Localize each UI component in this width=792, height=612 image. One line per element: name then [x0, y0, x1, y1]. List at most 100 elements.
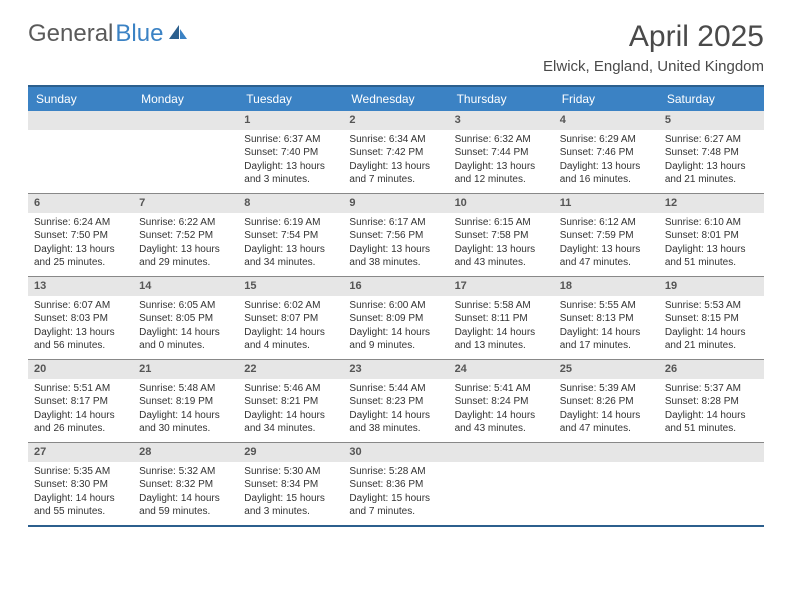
calendar-cell: 4Sunrise: 6:29 AMSunset: 7:46 PMDaylight… — [554, 111, 659, 193]
cell-line: Daylight: 14 hours — [349, 326, 442, 340]
calendar-cell: 27Sunrise: 5:35 AMSunset: 8:30 PMDayligh… — [28, 443, 133, 525]
cell-line: Sunrise: 5:51 AM — [34, 382, 127, 396]
cell-line: Sunset: 8:32 PM — [139, 478, 232, 492]
calendar-cell: 8 Sunrise: 6:19 AMSunset: 7:54 PMDaylight… — [238, 194, 343, 276]
cell-line: Sunrise: 6:29 AM — [560, 133, 653, 147]
calendar-cell: 16Sunrise: 6:00 AMSunset: 8:09 PMDayligh… — [343, 277, 448, 359]
calendar-week: 1Sunrise: 6:37 AMSunset: 7:40 PMDaylight… — [28, 111, 764, 194]
cell-line: Sunset: 8:09 PM — [349, 312, 442, 326]
cell-line: Sunrise: 5:58 AM — [455, 299, 548, 313]
cell-line: Sunset: 8:17 PM — [34, 395, 127, 409]
day-header: Friday — [554, 87, 659, 111]
day-number: 19 — [659, 277, 764, 296]
cell-line: Sunset: 7:50 PM — [34, 229, 127, 243]
cell-line: Daylight: 14 hours — [34, 409, 127, 423]
cell-line: and 34 minutes. — [244, 422, 337, 436]
title-block: April 2025 Elwick, England, United Kingd… — [543, 20, 764, 75]
cell-line: and 38 minutes. — [349, 422, 442, 436]
day-number: 12 — [659, 194, 764, 213]
cell-line: Sunset: 8:28 PM — [665, 395, 758, 409]
cell-line: and 26 minutes. — [34, 422, 127, 436]
cell-line: Sunset: 8:23 PM — [349, 395, 442, 409]
day-number: 21 — [133, 360, 238, 379]
calendar-cell: 5Sunrise: 6:27 AMSunset: 7:48 PMDaylight… — [659, 111, 764, 193]
cell-line: Daylight: 14 hours — [455, 326, 548, 340]
cell-line: and 0 minutes. — [139, 339, 232, 353]
month-title: April 2025 — [543, 20, 764, 54]
calendar-cell: 21Sunrise: 5:48 AMSunset: 8:19 PMDayligh… — [133, 360, 238, 442]
cell-line: and 47 minutes. — [560, 256, 653, 270]
day-number: 23 — [343, 360, 448, 379]
logo-text-2: Blue — [115, 20, 163, 48]
cell-line: Daylight: 13 hours — [665, 160, 758, 174]
day-number: 13 — [28, 277, 133, 296]
cell-line: and 43 minutes. — [455, 256, 548, 270]
cell-line: Sunset: 7:42 PM — [349, 146, 442, 160]
cell-line: Daylight: 14 hours — [139, 326, 232, 340]
calendar-cell: 25Sunrise: 5:39 AMSunset: 8:26 PMDayligh… — [554, 360, 659, 442]
cell-line: and 47 minutes. — [560, 422, 653, 436]
cell-line: and 59 minutes. — [139, 505, 232, 519]
cell-line: Sunset: 7:44 PM — [455, 146, 548, 160]
day-number — [28, 111, 133, 130]
day-number — [659, 443, 764, 462]
cell-line: Sunset: 7:54 PM — [244, 229, 337, 243]
cell-line: Daylight: 13 hours — [349, 160, 442, 174]
day-number: 8 — [238, 194, 343, 213]
cell-line: Sunrise: 5:37 AM — [665, 382, 758, 396]
cell-line: Daylight: 13 hours — [455, 243, 548, 257]
logo: General Blue — [28, 20, 189, 48]
cell-line: and 9 minutes. — [349, 339, 442, 353]
cell-line: Sunrise: 5:30 AM — [244, 465, 337, 479]
day-number: 9 — [343, 194, 448, 213]
cell-line: and 21 minutes. — [665, 339, 758, 353]
calendar-cell: 2Sunrise: 6:34 AMSunset: 7:42 PMDaylight… — [343, 111, 448, 193]
cell-line: Daylight: 14 hours — [665, 409, 758, 423]
cell-line: Sunrise: 6:05 AM — [139, 299, 232, 313]
day-number: 6 — [28, 194, 133, 213]
cell-line: Sunset: 7:48 PM — [665, 146, 758, 160]
day-number: 7 — [133, 194, 238, 213]
calendar-cell: 26 Sunrise: 5:37 AMSunset: 8:28 PMDayligh… — [659, 360, 764, 442]
cell-line: Sunrise: 6:00 AM — [349, 299, 442, 313]
day-number: 5 — [659, 111, 764, 130]
day-number: 14 — [133, 277, 238, 296]
calendar-cell — [28, 111, 133, 193]
cell-line: Daylight: 13 hours — [244, 243, 337, 257]
cell-line: and 12 minutes. — [455, 173, 548, 187]
logo-sail-icon — [167, 23, 189, 46]
calendar-cell: 6 Sunrise: 6:24 AMSunset: 7:50 PMDaylight… — [28, 194, 133, 276]
cell-line: Daylight: 13 hours — [349, 243, 442, 257]
day-number: 26 — [659, 360, 764, 379]
cell-line: Sunset: 7:52 PM — [139, 229, 232, 243]
cell-line: Daylight: 14 hours — [139, 492, 232, 506]
cell-line: and 25 minutes. — [34, 256, 127, 270]
cell-line: Sunset: 8:13 PM — [560, 312, 653, 326]
cell-line: Sunset: 8:19 PM — [139, 395, 232, 409]
cell-line: Daylight: 13 hours — [34, 243, 127, 257]
cell-line: Sunrise: 6:19 AM — [244, 216, 337, 230]
cell-line: Sunrise: 6:24 AM — [34, 216, 127, 230]
calendar-cell: 15Sunrise: 6:02 AMSunset: 8:07 PMDayligh… — [238, 277, 343, 359]
calendar-cell: 22Sunrise: 5:46 AMSunset: 8:21 PMDayligh… — [238, 360, 343, 442]
calendar-cell — [659, 443, 764, 525]
cell-line: Sunrise: 5:55 AM — [560, 299, 653, 313]
cell-line: Sunrise: 6:37 AM — [244, 133, 337, 147]
cell-line: Daylight: 13 hours — [560, 160, 653, 174]
day-number: 25 — [554, 360, 659, 379]
cell-line: and 16 minutes. — [560, 173, 653, 187]
cell-line: Sunset: 7:46 PM — [560, 146, 653, 160]
cell-line: Sunset: 8:11 PM — [455, 312, 548, 326]
calendar-cell: 19Sunrise: 5:53 AMSunset: 8:15 PMDayligh… — [659, 277, 764, 359]
cell-line: Sunset: 8:21 PM — [244, 395, 337, 409]
cell-line: Sunset: 8:36 PM — [349, 478, 442, 492]
cell-line: Sunrise: 6:22 AM — [139, 216, 232, 230]
cell-line: Sunset: 8:01 PM — [665, 229, 758, 243]
cell-line: Sunset: 8:03 PM — [34, 312, 127, 326]
cell-line: Daylight: 14 hours — [455, 409, 548, 423]
cell-line: Sunset: 7:56 PM — [349, 229, 442, 243]
day-number: 29 — [238, 443, 343, 462]
cell-line: and 13 minutes. — [455, 339, 548, 353]
day-number: 18 — [554, 277, 659, 296]
cell-line: and 29 minutes. — [139, 256, 232, 270]
